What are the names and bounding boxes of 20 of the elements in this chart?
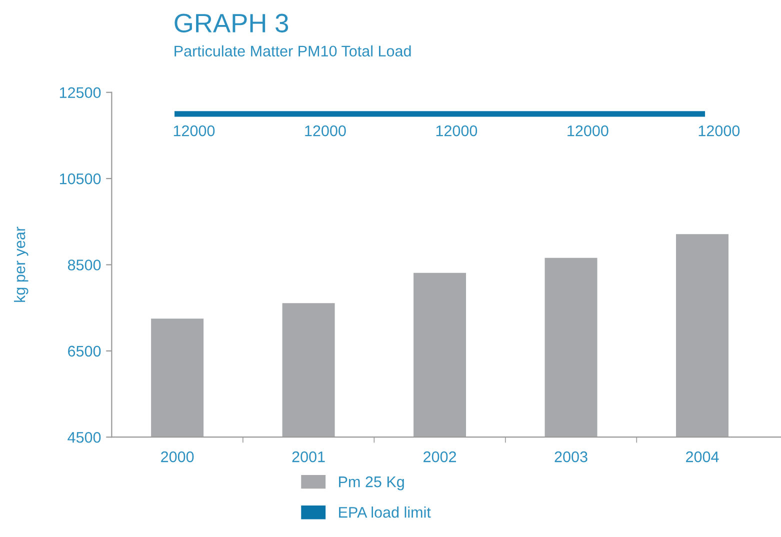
y-tick-label: 12500 xyxy=(60,87,101,98)
chart-subtitle: Particulate Matter PM10 Total Load xyxy=(174,45,411,57)
y-tick-label: 10500 xyxy=(60,173,101,184)
data-label: 12000 xyxy=(436,125,478,136)
legend-label: Pm 25 Kg xyxy=(339,476,404,490)
legend-label: EPA load limit xyxy=(339,506,431,518)
y-tick-label: 4500 xyxy=(68,432,101,443)
x-tick-label: 2000 xyxy=(161,451,194,462)
data-label: 12000 xyxy=(698,125,740,136)
y-axis-title: kg per year xyxy=(14,226,28,302)
chart-title: GRAPH 3 xyxy=(174,14,288,32)
x-tick-label: 2004 xyxy=(686,451,719,462)
x-tick-label: 2003 xyxy=(554,451,588,462)
x-tick-label: 2002 xyxy=(424,451,456,462)
data-label: 12000 xyxy=(568,125,608,136)
x-tick-label: 2001 xyxy=(292,451,325,462)
data-label: 12000 xyxy=(305,125,346,136)
data-label: 12000 xyxy=(174,125,215,136)
y-tick-label: 6500 xyxy=(68,346,101,357)
y-tick-label: 8500 xyxy=(68,260,101,270)
